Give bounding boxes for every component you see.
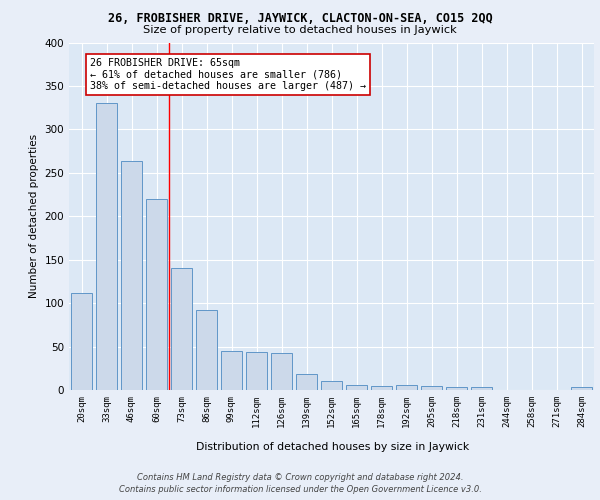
Bar (71, 292, 92, 390)
Bar (421, 386, 442, 390)
Bar (171, 268, 192, 390)
Bar (121, 160, 142, 390)
Bar (346, 385, 367, 390)
Bar (96, 104, 117, 390)
Bar (371, 386, 392, 390)
Bar (471, 386, 492, 390)
Bar (146, 199, 167, 390)
Bar (296, 374, 317, 390)
Bar (396, 385, 417, 390)
Bar (271, 352, 292, 390)
Bar (571, 386, 592, 390)
Text: 26, FROBISHER DRIVE, JAYWICK, CLACTON-ON-SEA, CO15 2QQ: 26, FROBISHER DRIVE, JAYWICK, CLACTON-ON… (107, 12, 493, 26)
Bar (221, 351, 242, 390)
Text: Contains public sector information licensed under the Open Government Licence v3: Contains public sector information licen… (119, 485, 481, 494)
Y-axis label: Number of detached properties: Number of detached properties (29, 134, 39, 298)
Bar (446, 388, 467, 390)
Text: Contains HM Land Registry data © Crown copyright and database right 2024.: Contains HM Land Registry data © Crown c… (137, 472, 463, 482)
Text: Distribution of detached houses by size in Jaywick: Distribution of detached houses by size … (196, 442, 470, 452)
Text: Size of property relative to detached houses in Jaywick: Size of property relative to detached ho… (143, 25, 457, 35)
Text: 26 FROBISHER DRIVE: 65sqm
← 61% of detached houses are smaller (786)
38% of semi: 26 FROBISHER DRIVE: 65sqm ← 61% of detac… (90, 58, 366, 92)
Bar (246, 352, 267, 390)
Bar (196, 310, 217, 390)
Bar (321, 382, 342, 390)
